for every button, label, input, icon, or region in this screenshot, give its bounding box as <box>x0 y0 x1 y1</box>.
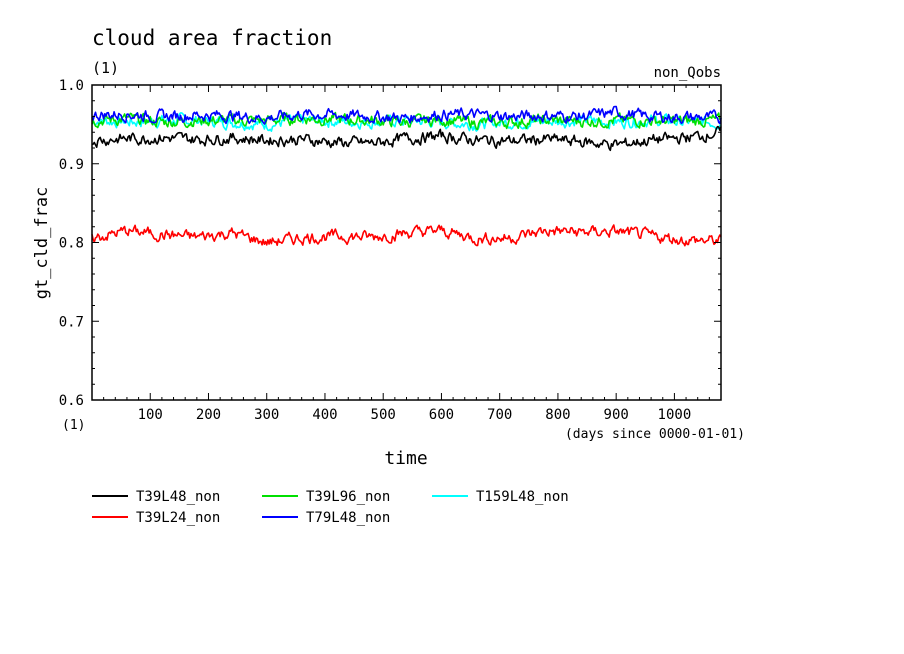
title-units: (1) <box>92 59 119 77</box>
chart-title: cloud area fraction <box>92 26 332 50</box>
y-axis-units: (1) <box>62 418 85 433</box>
legend-label: T39L96_non <box>306 489 390 505</box>
series-line-T39L24_non <box>91 224 722 247</box>
legend-label: T39L24_non <box>136 510 220 526</box>
y-tick-label: 0.8 <box>59 236 84 252</box>
subtitle-right: non_Qobs <box>654 65 721 81</box>
y-axis-label: gt_cld_frac <box>32 187 52 300</box>
series-line-T39L96_non <box>91 111 722 131</box>
x-tick-label: 800 <box>545 407 570 423</box>
legend: T39L48_non T39L24_non T39L96_non T79L48_non… <box>92 489 569 526</box>
y-tick-label: 0.6 <box>59 393 84 409</box>
legend-label: T79L48_non <box>306 510 390 526</box>
x-tick-label: 400 <box>312 407 337 423</box>
x-tick-label: 900 <box>604 407 629 423</box>
y-tick-label: 1.0 <box>59 78 84 94</box>
series-line-T39L48_non <box>91 125 722 152</box>
plot-frame <box>91 84 722 401</box>
y-tick-label: 0.7 <box>59 314 84 330</box>
x-tick-label: 100 <box>138 407 163 423</box>
y-tick-label: 0.9 <box>59 157 84 173</box>
x-tick-label: 200 <box>196 407 221 423</box>
x-axis-units: (days since 0000-01-01) <box>565 427 745 442</box>
ticks-layer: 100 200 300 400 500 600 700 800 900 1000 0.6 0.7 0.8… <box>59 78 721 423</box>
legend-label: T159L48_non <box>476 489 569 505</box>
x-tick-label: 700 <box>487 407 512 423</box>
legend-label: T39L48_non <box>136 489 220 505</box>
x-tick-label: 500 <box>371 407 396 423</box>
series-line-T79L48_non <box>91 105 722 125</box>
x-tick-label: 300 <box>254 407 279 423</box>
x-tick-label: 1000 <box>658 407 692 423</box>
x-tick-label: 600 <box>429 407 454 423</box>
x-axis-label: time <box>384 448 427 469</box>
series-layer <box>91 105 722 247</box>
